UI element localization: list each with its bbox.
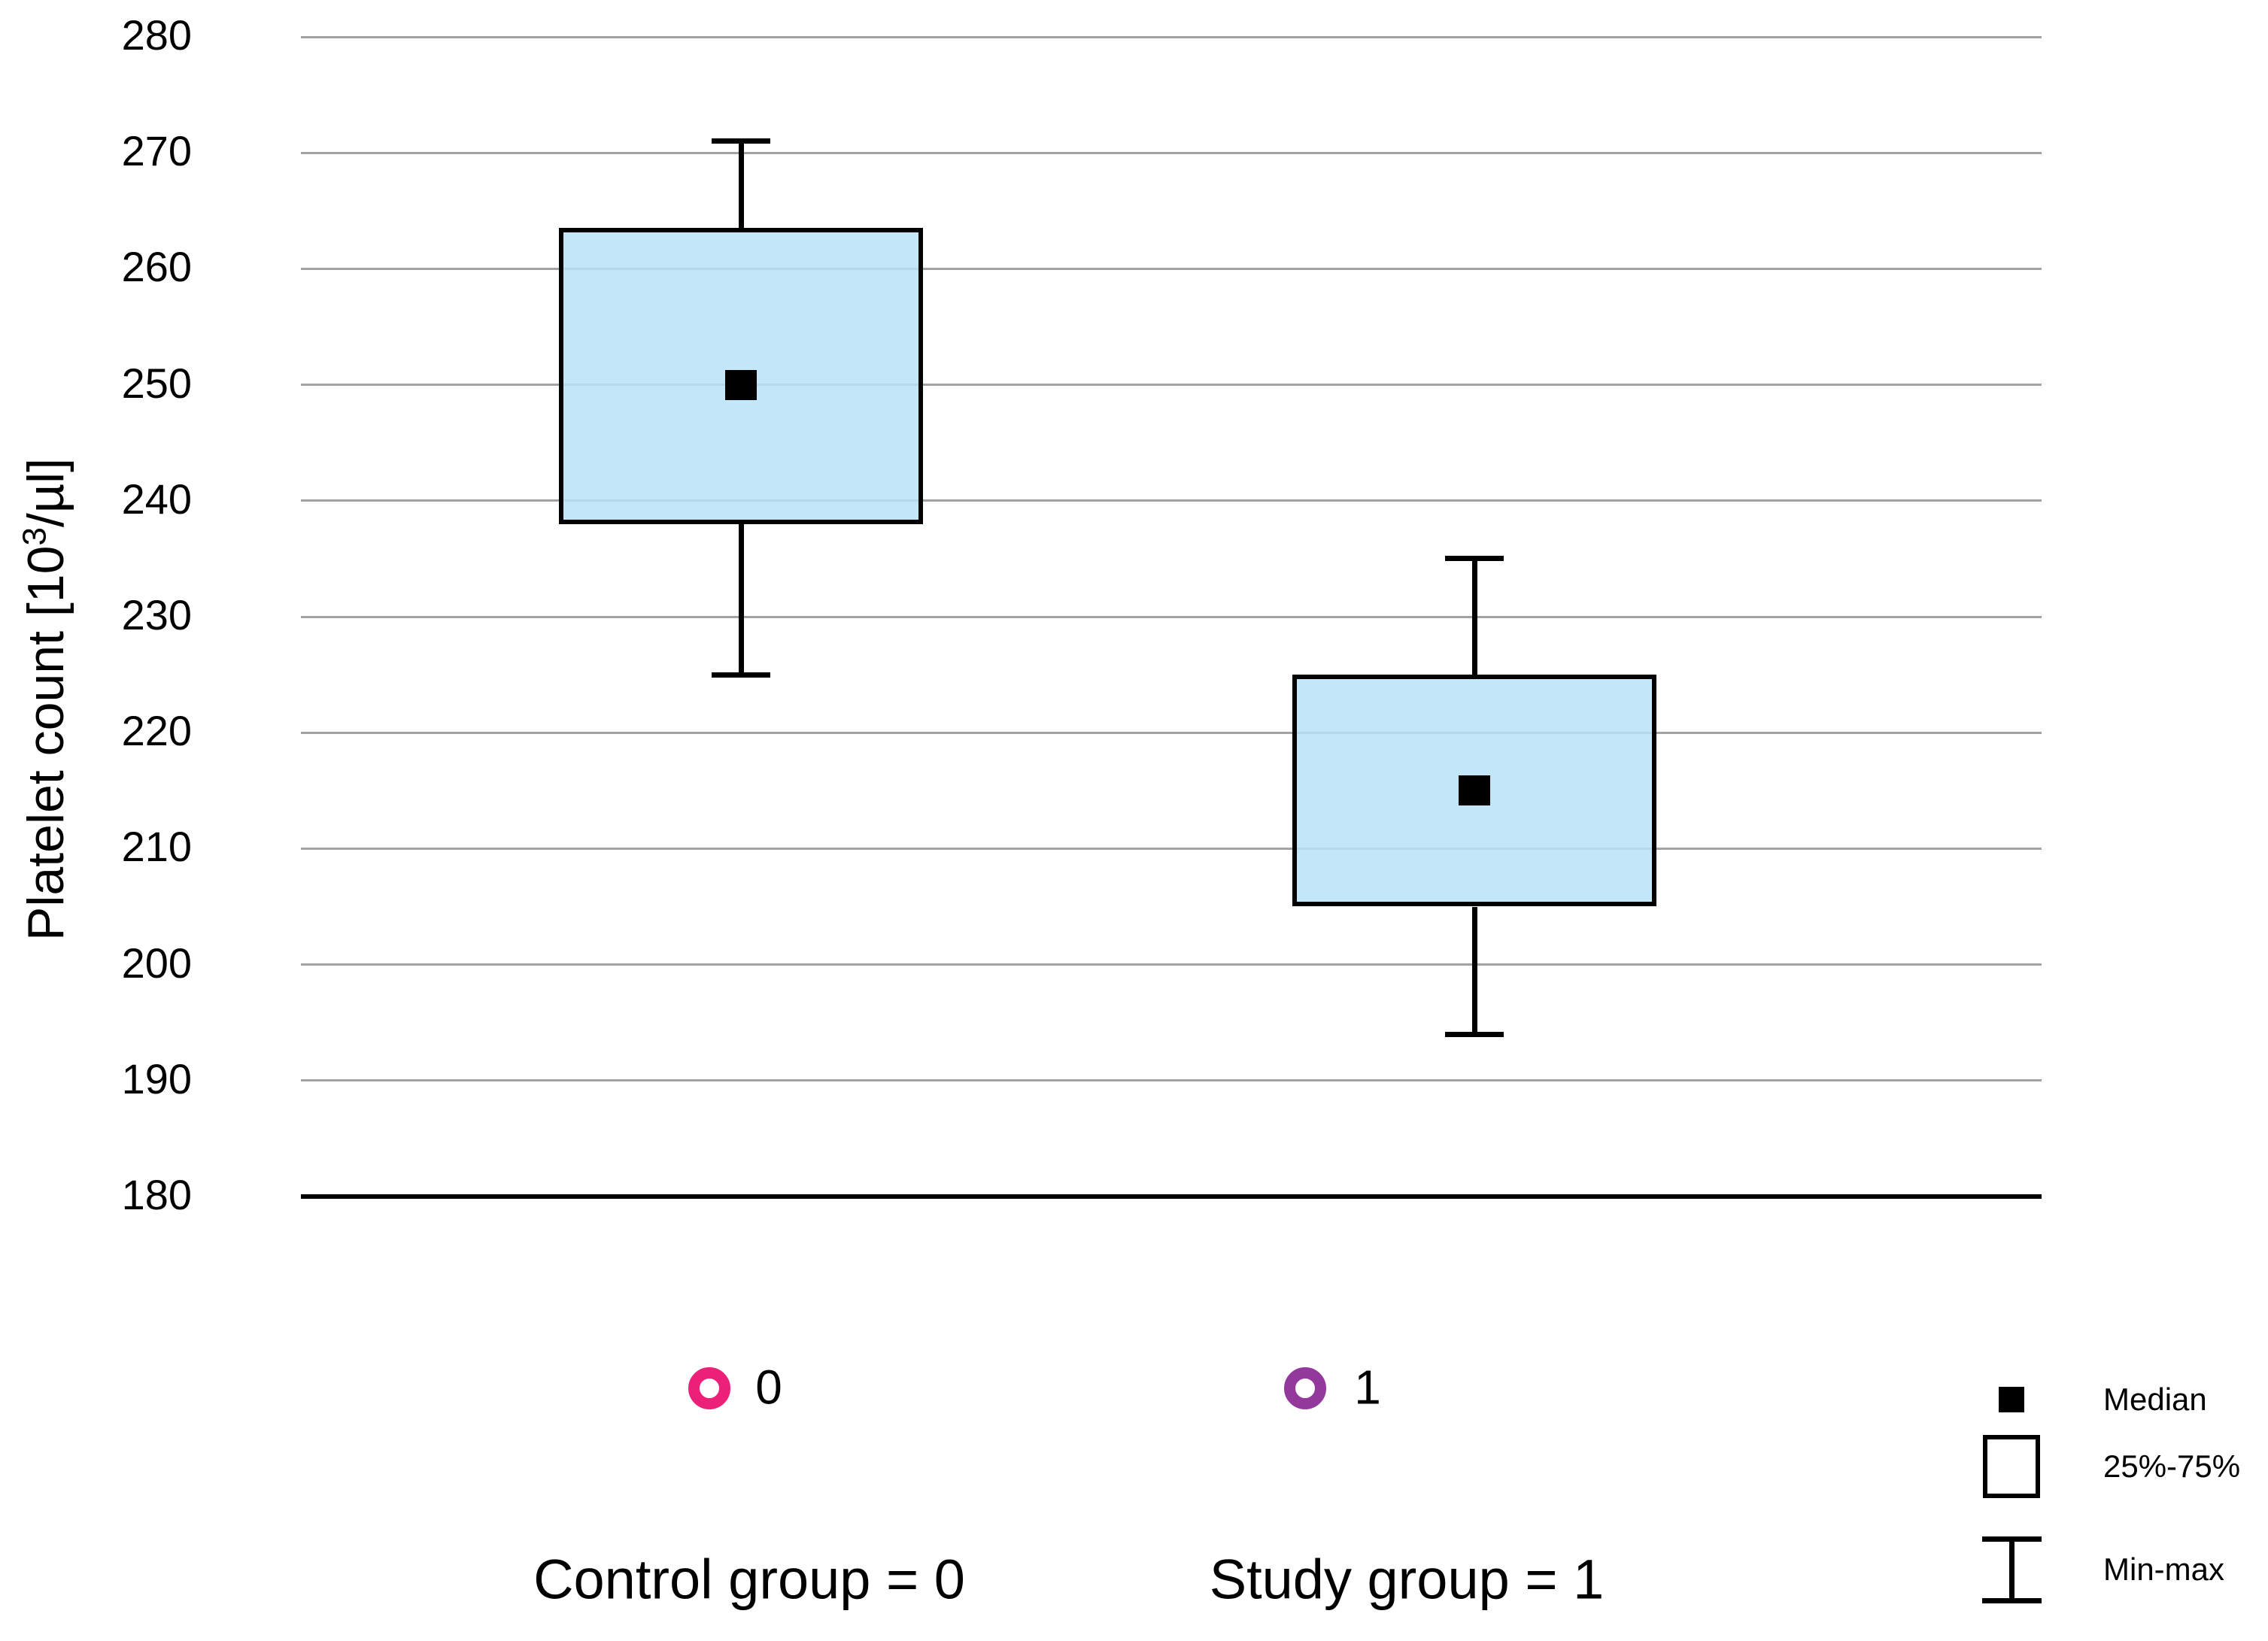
gridline (301, 151, 2042, 154)
median-marker (1459, 775, 1490, 806)
gridline (301, 847, 2042, 850)
y-tick-label: 220 (121, 707, 192, 755)
y-tick-label: 190 (121, 1054, 192, 1103)
min-whisker-cap (712, 672, 770, 678)
y-tick-label: 180 (121, 1170, 192, 1218)
y-tick-label: 270 (121, 127, 192, 175)
gridline (301, 1079, 2042, 1082)
y-tick-label: 260 (121, 243, 192, 291)
legend-label: 25%-75% (2103, 1448, 2241, 1484)
legend-label: Min-max (2103, 1552, 2225, 1587)
y-tick-label: 200 (121, 939, 192, 987)
group-marker-number: 1 (1354, 1360, 1381, 1415)
legend-minmax-symbol (2008, 1539, 2014, 1600)
max-whisker-cap (712, 138, 770, 144)
upper-whisker-line (1471, 558, 1477, 675)
y-tick-label: 240 (121, 475, 192, 523)
gridline (301, 963, 2042, 966)
y-tick-label: 280 (121, 11, 192, 59)
group-label: Study group = 1 (1209, 1548, 1605, 1611)
gridline (301, 615, 2042, 618)
lower-whisker-line (738, 523, 744, 675)
legend-iqr-symbol (1983, 1435, 2040, 1498)
legend-minmax-top-cap (1981, 1536, 2042, 1542)
group-marker-number: 0 (755, 1360, 782, 1415)
gridline (301, 267, 2042, 270)
gridline (301, 35, 2042, 38)
legend-minmax-bottom-cap (1981, 1597, 2042, 1603)
gridline (301, 384, 2042, 387)
gridline (301, 499, 2042, 502)
legend-label: Median (2103, 1382, 2207, 1417)
legend-median-symbol (1999, 1387, 2024, 1412)
group-marker-ring (1284, 1367, 1326, 1409)
gridline (301, 731, 2042, 734)
group-label: Control group = 0 (533, 1548, 965, 1611)
y-tick-label: 230 (121, 590, 192, 639)
group-marker-ring (688, 1367, 730, 1409)
min-whisker-cap (1445, 1031, 1504, 1037)
median-marker (725, 369, 757, 400)
y-tick-label: 250 (121, 359, 192, 407)
y-tick-label: 210 (121, 823, 192, 871)
max-whisker-cap (1445, 556, 1504, 562)
lower-whisker-line (1471, 906, 1477, 1035)
upper-whisker-line (738, 141, 744, 229)
x-axis-line (301, 1194, 2042, 1199)
